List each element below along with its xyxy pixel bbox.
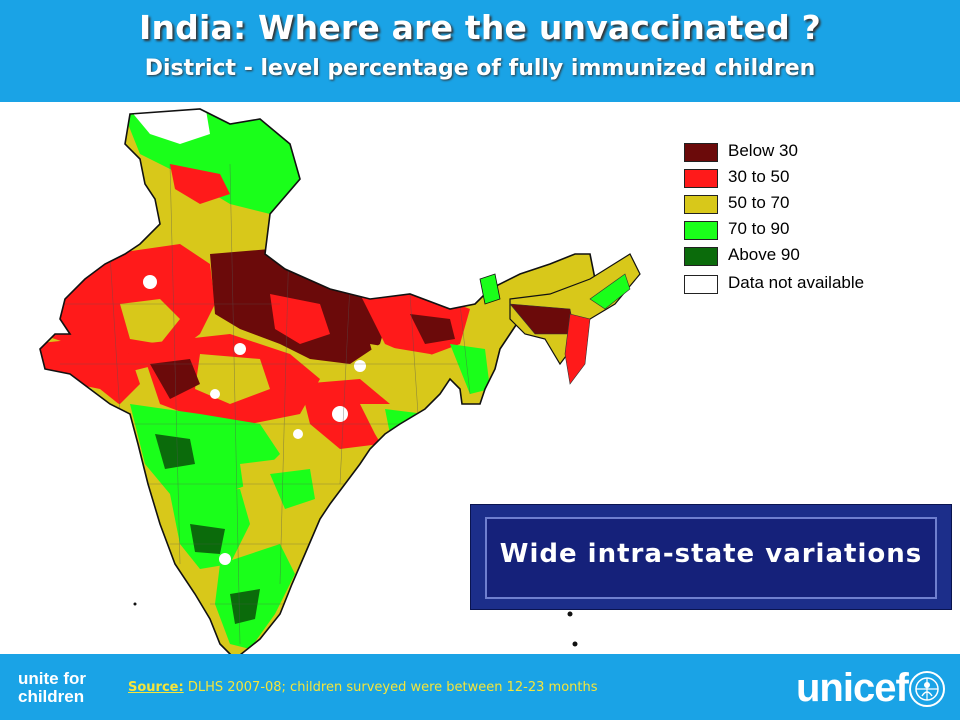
legend-swatch xyxy=(684,221,718,240)
legend-item-above-90: Above 90 xyxy=(684,244,924,266)
legend-label: 50 to 70 xyxy=(728,193,790,212)
unicef-logo-text: unicef xyxy=(796,666,909,710)
callout-box: Wide intra-state variations xyxy=(470,504,952,610)
source-note: Source: DLHS 2007-08; children surveyed … xyxy=(128,680,598,695)
legend-item-30-to-50: 30 to 50 xyxy=(684,166,924,188)
legend-swatch xyxy=(684,275,718,294)
unicef-emblem-icon xyxy=(909,671,945,707)
legend-item-below-30: Below 30 xyxy=(684,140,924,162)
header-bar: India: Where are the unvaccinated ? Dist… xyxy=(0,0,960,102)
legend-label: 30 to 50 xyxy=(728,167,790,186)
india-district-map xyxy=(39,108,641,662)
legend-item-70-to-90: 70 to 90 xyxy=(684,218,924,240)
legend-label: Data not available xyxy=(728,273,865,292)
source-label: Source: xyxy=(128,680,184,695)
page-title: India: Where are the unvaccinated ? xyxy=(138,8,821,47)
unite-for-children-tagline: unite for children xyxy=(18,669,86,706)
source-text: DLHS 2007-08; children surveyed were bet… xyxy=(183,680,598,695)
legend-label: 70 to 90 xyxy=(728,219,790,238)
footer-bar: unite for children Source: DLHS 2007-08;… xyxy=(0,654,960,720)
callout-text: Wide intra-state variations xyxy=(499,539,923,569)
legend-swatch xyxy=(684,195,718,214)
legend-swatch xyxy=(684,247,718,266)
legend-label: Above 90 xyxy=(728,245,800,264)
legend-item-50-to-70: 50 to 70 xyxy=(684,192,924,214)
legend-swatch xyxy=(684,143,718,162)
legend-label: Below 30 xyxy=(728,141,798,160)
callout-inner: Wide intra-state variations xyxy=(485,517,937,599)
page-subtitle: District - level percentage of fully imm… xyxy=(144,56,816,81)
legend-item-data-not-available: Data not available xyxy=(684,272,924,294)
legend-swatch xyxy=(684,169,718,188)
